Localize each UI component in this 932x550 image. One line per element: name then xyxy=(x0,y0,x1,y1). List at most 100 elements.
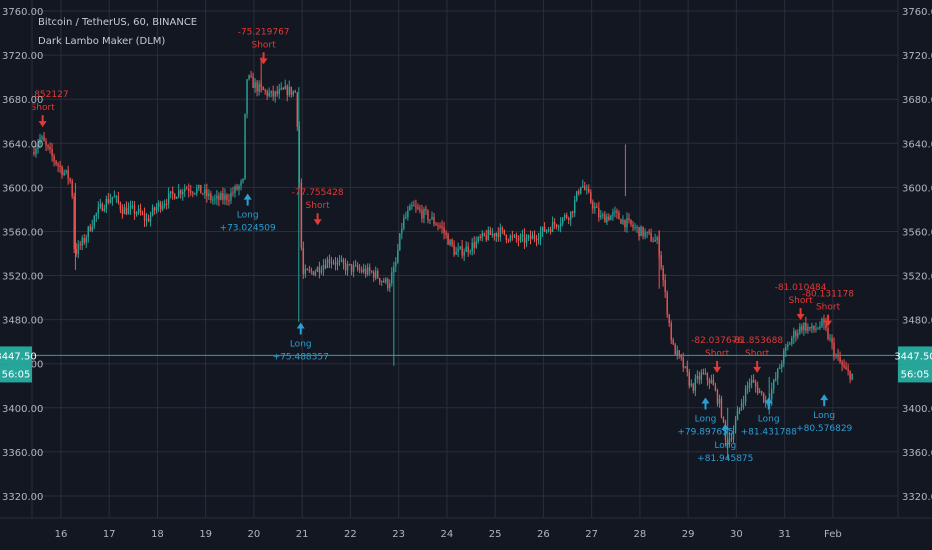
candle-body xyxy=(827,328,829,340)
candle-body xyxy=(282,87,284,90)
candle-body xyxy=(644,232,646,237)
long-signal-label: Long xyxy=(758,414,780,424)
candle-body xyxy=(750,379,753,383)
candle-body xyxy=(242,179,244,182)
grid xyxy=(32,0,898,518)
candle-body xyxy=(288,86,290,96)
candle-body xyxy=(445,232,447,235)
candle-body xyxy=(475,241,477,248)
candle-body xyxy=(527,235,530,238)
candle-body xyxy=(360,269,363,272)
candle-body xyxy=(700,372,703,380)
candle-body xyxy=(364,268,367,275)
candle-body xyxy=(95,213,97,216)
candle-body xyxy=(250,75,252,77)
candle-body xyxy=(572,211,574,214)
candle-body xyxy=(330,262,333,264)
candle-body xyxy=(451,239,453,246)
candle-body xyxy=(580,186,582,194)
candle-body xyxy=(167,193,170,205)
candle-body xyxy=(489,230,491,235)
candle-body xyxy=(594,206,596,209)
long-signal-value: +81.945875 xyxy=(697,454,753,464)
candle-body xyxy=(427,210,429,221)
candle-body xyxy=(656,237,658,240)
candle-body xyxy=(606,216,608,223)
candle-body xyxy=(312,271,315,276)
candle-body xyxy=(145,218,148,221)
candle-body xyxy=(39,138,41,145)
candle-body xyxy=(787,344,789,348)
candle-body xyxy=(119,202,122,210)
candle-body xyxy=(344,263,347,271)
right-y-tick-label: 3640.00 xyxy=(902,139,932,150)
short-signal-label: Short xyxy=(816,303,841,313)
candle-body xyxy=(268,92,270,96)
candle-body xyxy=(457,248,459,252)
candle-body xyxy=(764,399,767,403)
candle-body xyxy=(529,235,532,240)
candle-body xyxy=(356,265,359,270)
x-tick-label: 28 xyxy=(634,529,647,540)
candle-body xyxy=(228,199,230,201)
right-y-tick-label: 3560.00 xyxy=(902,227,932,238)
candle-body xyxy=(744,388,747,403)
candle-body xyxy=(439,226,441,228)
candle-body xyxy=(748,382,751,386)
x-tick-label: 20 xyxy=(248,529,261,540)
candle-body xyxy=(149,215,152,222)
candle-body xyxy=(216,195,218,199)
short-arrow-icon xyxy=(753,366,762,373)
left-y-tick-label: 3600.00 xyxy=(2,183,43,194)
candle-body xyxy=(415,206,417,208)
candle-body xyxy=(429,219,431,221)
candle-body xyxy=(829,338,831,340)
candle-body xyxy=(678,350,680,355)
candle-body xyxy=(738,407,741,411)
candle-body xyxy=(775,378,777,381)
candle-body xyxy=(712,379,715,386)
candle-body xyxy=(795,331,797,337)
candle-body xyxy=(123,207,126,215)
short-signal-value: -81.010484 xyxy=(775,283,827,293)
right-countdown-tag xyxy=(898,364,932,383)
candle-body xyxy=(81,237,83,246)
candle-body xyxy=(578,191,580,194)
candle-body xyxy=(672,340,674,345)
x-tick-label: 17 xyxy=(103,529,116,540)
candle-body xyxy=(381,280,383,282)
candle-body xyxy=(230,192,232,201)
candle-body xyxy=(519,235,522,241)
candle-body xyxy=(586,188,588,190)
candle-body xyxy=(218,195,220,200)
candle-body xyxy=(815,328,817,330)
candle-body xyxy=(254,82,256,88)
candle-body xyxy=(192,192,194,194)
candle-body xyxy=(702,372,705,374)
candle-body xyxy=(521,234,524,236)
short-arrow-icon xyxy=(824,320,833,327)
candle-body xyxy=(37,144,39,149)
candle-body xyxy=(849,371,851,380)
candle-body xyxy=(668,314,670,324)
candle-body xyxy=(823,318,825,324)
short-signal-value: -80.131178 xyxy=(802,290,854,300)
candle-body xyxy=(362,268,365,272)
candle-body xyxy=(576,191,578,201)
candle-body xyxy=(105,198,108,209)
candle-body xyxy=(186,188,188,190)
long-signal-value: +81.431788 xyxy=(741,427,797,437)
candle-body xyxy=(133,205,136,214)
long-signal-label: Long xyxy=(290,340,312,350)
candle-body xyxy=(69,178,71,181)
candle-body xyxy=(264,89,266,91)
candle-body xyxy=(630,219,632,225)
candle-body xyxy=(57,164,59,166)
candle-body xyxy=(523,234,526,243)
candle-body xyxy=(499,227,502,237)
candle-body xyxy=(214,198,216,200)
candle-body xyxy=(387,278,389,289)
candle-body xyxy=(308,270,311,272)
